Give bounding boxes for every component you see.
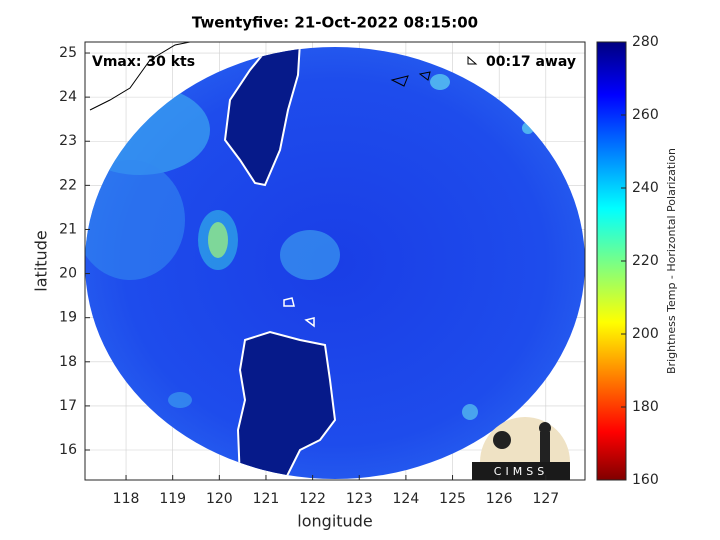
x-tick-label: 127 <box>532 491 559 507</box>
y-tick-label: 18 <box>59 354 77 370</box>
time-annotation: 00:17 away <box>486 54 576 70</box>
x-axis-label: longitude <box>297 512 372 531</box>
logo-text: CIMSS <box>494 465 548 478</box>
y-axis-label: latitude <box>32 230 51 291</box>
x-tick-label: 123 <box>346 491 373 507</box>
coastline <box>89 42 191 111</box>
y-tick-label: 23 <box>59 133 77 149</box>
x-tick-label: 119 <box>159 491 186 507</box>
storm-icon <box>467 55 478 65</box>
colorbar-tick-label: 200 <box>632 326 659 342</box>
satellite-swath <box>85 42 585 479</box>
x-tick-label: 121 <box>253 491 280 507</box>
y-tick-label: 17 <box>59 398 77 414</box>
y-tick-label: 24 <box>59 89 77 105</box>
cloud-patch <box>280 230 340 280</box>
x-tick-label: 126 <box>486 491 513 507</box>
colorbar-tick-label: 220 <box>632 253 659 269</box>
x-tick-label: 118 <box>113 491 140 507</box>
colorbar-tick-label: 180 <box>632 399 659 415</box>
x-tick-label: 120 <box>206 491 233 507</box>
x-tick-label: 122 <box>299 491 326 507</box>
vmax-annotation: Vmax: 30 kts <box>92 54 195 70</box>
islands-outline <box>390 71 431 87</box>
y-tick-label: 20 <box>59 266 77 282</box>
x-tick-label: 124 <box>393 491 420 507</box>
taiwan <box>223 47 302 187</box>
cloud-patch <box>168 392 192 408</box>
y-tick-label: 19 <box>59 310 77 326</box>
y-tick-label: 21 <box>59 221 77 237</box>
colorbar-tick-label: 280 <box>632 34 659 50</box>
colorbar-label: Brightness Temp - Horizontal Polarizatio… <box>665 148 678 374</box>
y-tick-label: 16 <box>59 442 77 458</box>
warm-patch <box>85 160 185 280</box>
y-tick-label: 22 <box>59 177 77 193</box>
plot-frame <box>84 41 586 481</box>
islands <box>283 297 315 328</box>
chart-title: Twentyfive: 21-Oct-2022 08:15:00 <box>192 14 478 32</box>
logo-tank <box>539 422 551 434</box>
cloud-patch <box>462 404 478 420</box>
cloud-patch <box>430 74 450 90</box>
colorbar-tick-label: 160 <box>632 472 659 488</box>
logo-dish <box>493 431 511 449</box>
colorbar-tick-label: 240 <box>632 180 659 196</box>
luzon <box>236 330 337 479</box>
colorbar-tick-label: 260 <box>632 107 659 123</box>
y-tick-label: 25 <box>59 45 77 61</box>
x-tick-label: 125 <box>439 491 466 507</box>
cloud-halo <box>198 210 238 270</box>
logo-tower <box>540 432 550 462</box>
